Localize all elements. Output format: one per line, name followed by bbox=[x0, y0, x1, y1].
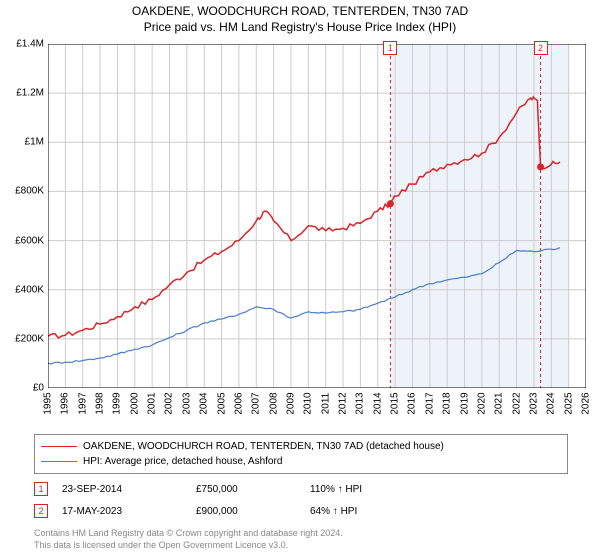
y-tick-label: £1.2M bbox=[0, 88, 44, 99]
legend-item: HPI: Average price, detached house, Ashf… bbox=[41, 454, 561, 469]
sale-price: £900,000 bbox=[196, 506, 296, 517]
chart-container: OAKDENE, WOODCHURCH ROAD, TENTERDEN, TN3… bbox=[0, 0, 600, 560]
y-tick-label: £600K bbox=[0, 235, 44, 246]
x-tick-label: 2002 bbox=[164, 389, 175, 419]
x-tick-label: 2000 bbox=[129, 389, 140, 419]
x-tick-label: 2021 bbox=[494, 389, 505, 419]
sale-pct-vs-hpi: 110% ↑ HPI bbox=[310, 484, 430, 495]
sale-row: 1 23-SEP-2014 £750,000 110% ↑ HPI bbox=[34, 478, 568, 500]
x-tick-label: 2006 bbox=[233, 389, 244, 419]
footnote: Contains HM Land Registry data © Crown c… bbox=[34, 528, 343, 551]
sale-pct-vs-hpi: 64% ↑ HPI bbox=[310, 506, 430, 517]
x-tick-label: 2005 bbox=[216, 389, 227, 419]
y-tick-label: £400K bbox=[0, 284, 44, 295]
x-tick-label: 2019 bbox=[459, 389, 470, 419]
sale-row: 2 17-MAY-2023 £900,000 64% ↑ HPI bbox=[34, 500, 568, 522]
legend-swatch bbox=[41, 461, 77, 462]
x-tick-label: 2023 bbox=[528, 389, 539, 419]
y-tick-label: £0 bbox=[0, 383, 44, 394]
x-tick-label: 2018 bbox=[442, 389, 453, 419]
legend-label: OAKDENE, WOODCHURCH ROAD, TENTERDEN, TN3… bbox=[83, 439, 444, 454]
x-tick-label: 2008 bbox=[268, 389, 279, 419]
y-tick-label: £1.4M bbox=[0, 39, 44, 50]
legend-label: HPI: Average price, detached house, Ashf… bbox=[83, 454, 282, 469]
x-tick-label: 2016 bbox=[407, 389, 418, 419]
y-tick-label: £1M bbox=[0, 137, 44, 148]
x-tick-label: 2003 bbox=[181, 389, 192, 419]
x-tick-label: 2020 bbox=[476, 389, 487, 419]
legend: OAKDENE, WOODCHURCH ROAD, TENTERDEN, TN3… bbox=[34, 434, 568, 474]
x-tick-label: 1998 bbox=[95, 389, 106, 419]
x-tick-label: 2001 bbox=[147, 389, 158, 419]
title-block: OAKDENE, WOODCHURCH ROAD, TENTERDEN, TN3… bbox=[0, 0, 600, 34]
footnote-line-2: This data is licensed under the Open Gov… bbox=[34, 540, 343, 552]
sale-marker-1: 1 bbox=[383, 41, 397, 55]
x-tick-label: 2011 bbox=[320, 389, 331, 419]
sale-row-marker: 2 bbox=[34, 504, 48, 518]
sale-row-marker: 1 bbox=[34, 482, 48, 496]
chart-subtitle: Price paid vs. HM Land Registry's House … bbox=[0, 20, 600, 34]
legend-swatch bbox=[41, 446, 77, 447]
sales-table: 1 23-SEP-2014 £750,000 110% ↑ HPI 2 17-MAY-20… bbox=[34, 478, 568, 522]
x-tick-label: 2004 bbox=[199, 389, 210, 419]
x-tick-label: 2009 bbox=[285, 389, 296, 419]
x-tick-label: 1995 bbox=[43, 389, 54, 419]
sale-date: 17-MAY-2023 bbox=[62, 506, 182, 517]
sale-price: £750,000 bbox=[196, 484, 296, 495]
chart-title: OAKDENE, WOODCHURCH ROAD, TENTERDEN, TN3… bbox=[0, 4, 600, 18]
x-tick-label: 2007 bbox=[251, 389, 262, 419]
x-tick-label: 2022 bbox=[511, 389, 522, 419]
x-tick-label: 2012 bbox=[338, 389, 349, 419]
x-tick-label: 2025 bbox=[563, 389, 574, 419]
y-tick-label: £200K bbox=[0, 333, 44, 344]
x-tick-label: 1999 bbox=[112, 389, 123, 419]
x-tick-label: 2017 bbox=[424, 389, 435, 419]
x-tick-label: 2014 bbox=[372, 389, 383, 419]
y-tick-label: £800K bbox=[0, 186, 44, 197]
plot-svg bbox=[48, 44, 586, 388]
x-tick-label: 2013 bbox=[355, 389, 366, 419]
footnote-line-1: Contains HM Land Registry data © Crown c… bbox=[34, 528, 343, 540]
x-tick-label: 1997 bbox=[77, 389, 88, 419]
x-tick-label: 2010 bbox=[303, 389, 314, 419]
x-tick-label: 2015 bbox=[390, 389, 401, 419]
x-tick-label: 2026 bbox=[581, 389, 592, 419]
legend-item: OAKDENE, WOODCHURCH ROAD, TENTERDEN, TN3… bbox=[41, 439, 561, 454]
x-tick-label: 1996 bbox=[60, 389, 71, 419]
sale-date: 23-SEP-2014 bbox=[62, 484, 182, 495]
x-tick-label: 2024 bbox=[546, 389, 557, 419]
chart-area: £0£200K£400K£600K£800K£1M£1.2M£1.4M 1995… bbox=[48, 44, 586, 388]
sale-marker-2: 2 bbox=[534, 41, 548, 55]
